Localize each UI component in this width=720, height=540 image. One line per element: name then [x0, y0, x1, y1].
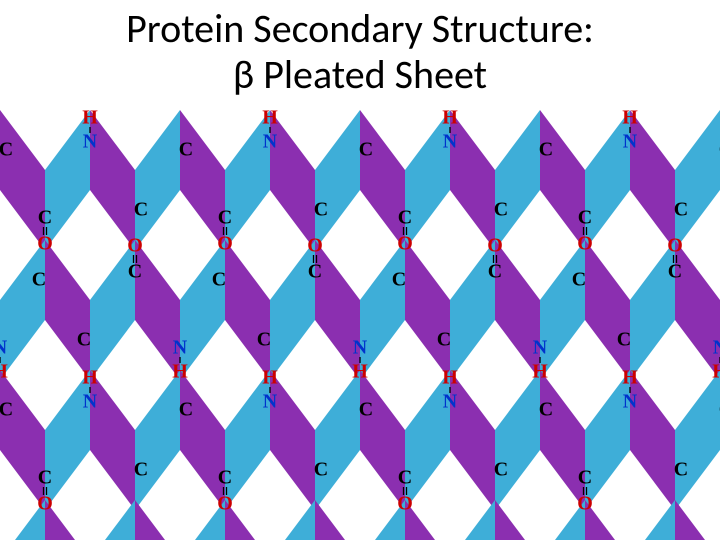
atom-N: N [83, 391, 97, 414]
atom-C: C [179, 399, 193, 422]
atom-N: N [443, 131, 457, 154]
atom-N: N [713, 337, 720, 360]
atom-C: C [128, 261, 142, 284]
atom-C: C [257, 329, 271, 352]
atom-H: H [442, 367, 458, 390]
atom-C: C [359, 399, 373, 422]
atom-O: O [37, 493, 53, 516]
atom-C: C [38, 207, 52, 230]
atom-O: O [577, 233, 593, 256]
atom-H: H [712, 361, 720, 384]
atom-C: C [0, 399, 13, 422]
atom-O: O [397, 233, 413, 256]
atom-C: C [494, 459, 508, 482]
atom-C: C [212, 269, 226, 292]
atom-N: N [263, 131, 277, 154]
atom-C: C [314, 199, 328, 222]
atom-O: O [127, 235, 143, 258]
atom-N: N [83, 131, 97, 154]
atom-C: C [668, 261, 682, 284]
atom-C: C [494, 199, 508, 222]
atom-H: H [532, 361, 548, 384]
atom-C: C [488, 261, 502, 284]
atom-C: C [0, 139, 13, 162]
atom-O: O [487, 235, 503, 258]
atom-C: C [578, 207, 592, 230]
atom-C: C [179, 139, 193, 162]
atom-C: C [578, 467, 592, 490]
atom-H: H [622, 107, 638, 130]
atom-H: H [352, 361, 368, 384]
atom-O: O [577, 493, 593, 516]
atom-C: C [308, 261, 322, 284]
atom-H: H [82, 367, 98, 390]
atom-N: N [623, 391, 637, 414]
atom-C: C [674, 199, 688, 222]
atom-C: C [398, 467, 412, 490]
atom-N: N [263, 391, 277, 414]
atom-O: O [217, 233, 233, 256]
atom-H: H [622, 367, 638, 390]
atom-N: N [173, 337, 187, 360]
atom-H: H [172, 361, 188, 384]
title-line-1: Protein Secondary Structure: [126, 4, 594, 53]
atom-C: C [437, 329, 451, 352]
atom-O: O [37, 233, 53, 256]
atom-N: N [533, 337, 547, 360]
atom-C: C [392, 269, 406, 292]
atom-N: N [0, 337, 7, 360]
atom-H: H [442, 107, 458, 130]
atom-C: C [77, 329, 91, 352]
atom-O: O [307, 235, 323, 258]
atom-C: C [134, 199, 148, 222]
atom-C: C [674, 459, 688, 482]
atom-H: H [0, 361, 8, 384]
atom-C: C [218, 467, 232, 490]
atom-C: C [134, 459, 148, 482]
atom-O: O [217, 493, 233, 516]
atom-N: N [623, 131, 637, 154]
atom-layer: CCONHCCCONHCCCONHCCCONHCCNHCCCONHCCCONHC… [0, 90, 720, 540]
atom-C: C [572, 269, 586, 292]
atom-C: C [32, 269, 46, 292]
atom-N: N [443, 391, 457, 414]
atom-H: H [262, 107, 278, 130]
slide-title: Protein Secondary Structure: β Pleated S… [0, 0, 720, 98]
atom-O: O [667, 235, 683, 258]
atom-C: C [539, 399, 553, 422]
atom-H: H [262, 367, 278, 390]
atom-C: C [314, 459, 328, 482]
atom-C: C [38, 467, 52, 490]
atom-C: C [539, 139, 553, 162]
atom-C: C [359, 139, 373, 162]
atom-C: C [398, 207, 412, 230]
atom-C: C [617, 329, 631, 352]
atom-H: H [82, 107, 98, 130]
atom-O: O [397, 493, 413, 516]
atom-C: C [218, 207, 232, 230]
beta-sheet-diagram: CCONHCCCONHCCCONHCCCONHCCNHCCCONHCCCONHC… [0, 90, 720, 540]
atom-N: N [353, 337, 367, 360]
